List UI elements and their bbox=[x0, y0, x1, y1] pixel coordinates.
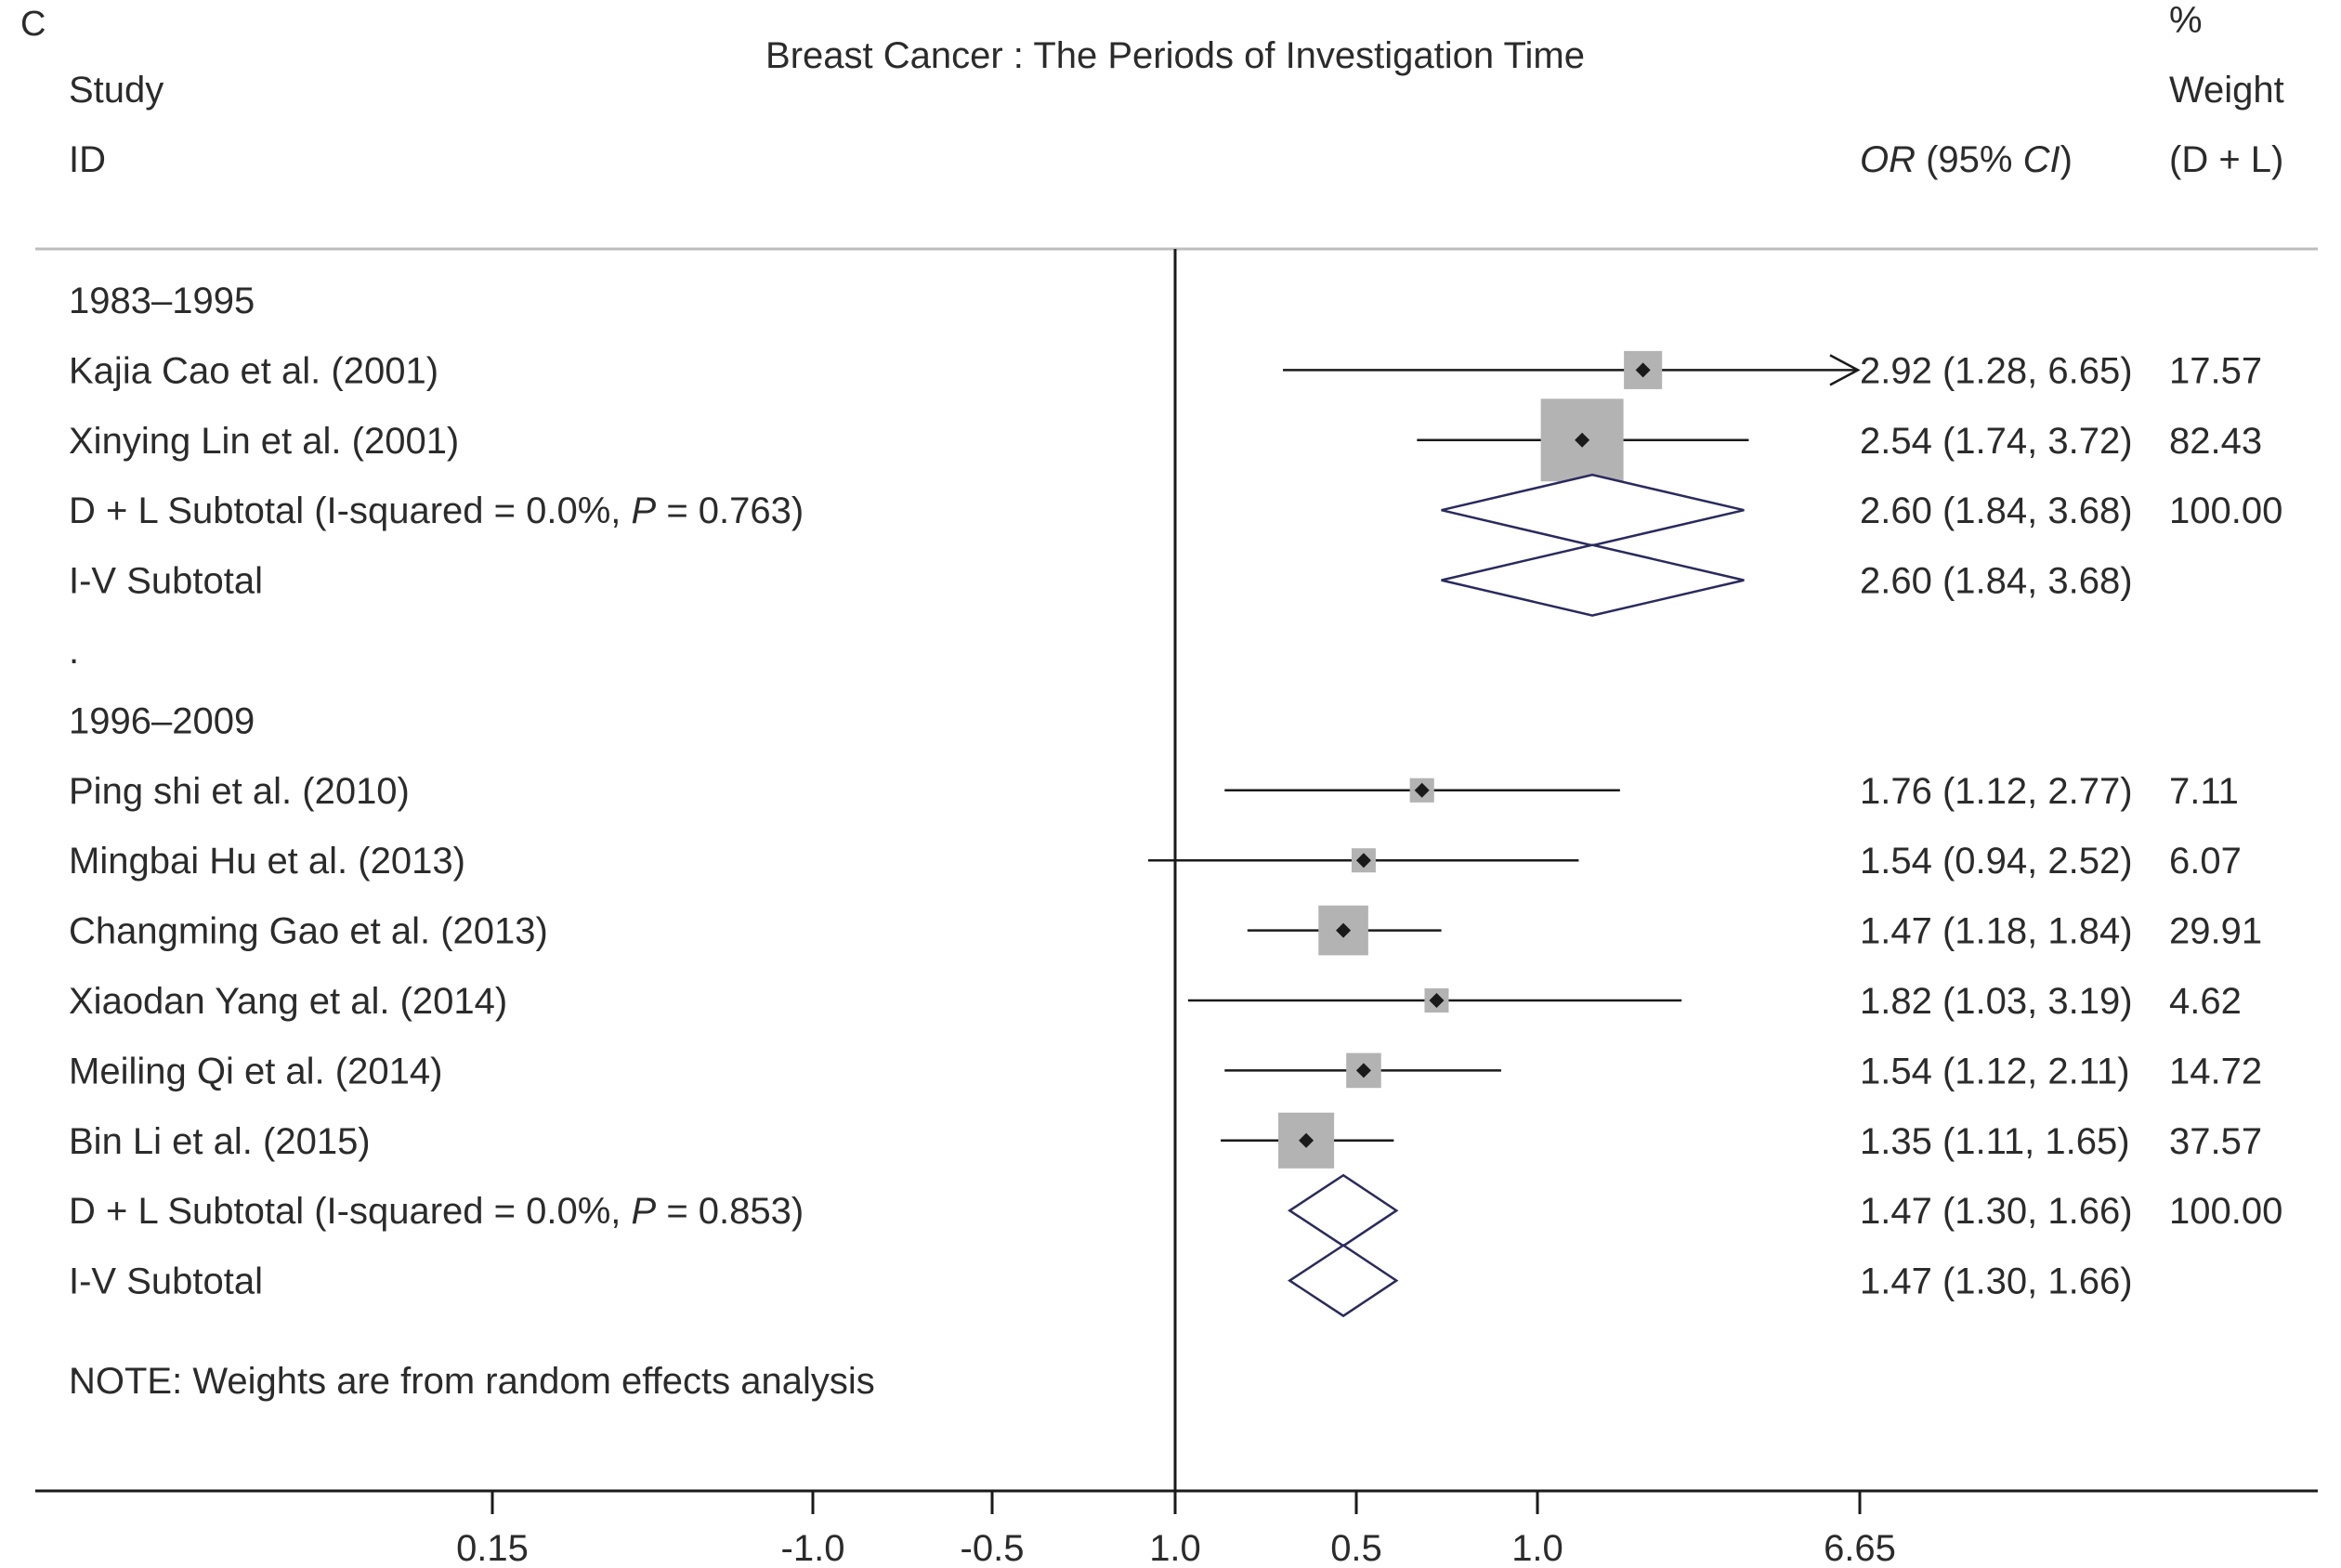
header-weight: Weight bbox=[2169, 70, 2284, 111]
weight-text: 4.62 bbox=[2169, 981, 2242, 1022]
ci-text: 1.47 (1.18, 1.84) bbox=[1860, 911, 2133, 952]
subtotal-diamond bbox=[1288, 1173, 1399, 1248]
header-or-ci: OR (95% CI) bbox=[1860, 139, 2073, 180]
study-label: Xiaodan Yang et al. (2014) bbox=[69, 981, 507, 1022]
weight-text: 17.57 bbox=[2169, 350, 2262, 391]
x-tick-label: 0.15 bbox=[456, 1528, 529, 1568]
x-tick-label: 6.65 bbox=[1824, 1528, 1896, 1568]
x-tick-label: 1.0 bbox=[1511, 1528, 1563, 1568]
point-estimate bbox=[1635, 362, 1651, 378]
rows-layer: 1983–1995 Kajia Cao et al. (2001) 2.92 (1.… bbox=[69, 281, 2282, 1383]
study-label: Meiling Qi et al. (2014) bbox=[69, 1051, 442, 1091]
header-id: ID bbox=[69, 139, 106, 180]
study-label: Kajia Cao et al. (2001) bbox=[69, 350, 438, 391]
x-tick-label: -1.0 bbox=[781, 1528, 845, 1568]
panel-label: C bbox=[20, 5, 46, 44]
ci-text: 2.54 (1.74, 3.72) bbox=[1860, 421, 2133, 462]
subtotal-diamond bbox=[1288, 1244, 1399, 1318]
group-label: 1996–2009 bbox=[69, 700, 255, 741]
weight-text: 100.00 bbox=[2169, 490, 2282, 531]
point-estimate bbox=[1429, 993, 1445, 1008]
study-label: Ping shi et al. (2010) bbox=[69, 771, 410, 812]
ci-text: 1.54 (0.94, 2.52) bbox=[1860, 841, 2133, 882]
study-label: Mingbai Hu et al. (2013) bbox=[69, 841, 465, 882]
weight-text: 82.43 bbox=[2169, 421, 2262, 462]
subtotal-label: D + L Subtotal (I-squared = 0.0%, P = 0.… bbox=[69, 490, 804, 531]
ci-text: 1.47 (1.30, 1.66) bbox=[1860, 1261, 2133, 1302]
ci-text: 1.47 (1.30, 1.66) bbox=[1860, 1191, 2133, 1232]
chart-title: Breast Cancer : The Periods of Investiga… bbox=[765, 35, 1585, 76]
point-estimate bbox=[1355, 1063, 1371, 1078]
note-text: NOTE: Weights are from random effects an… bbox=[69, 1361, 875, 1402]
group-separator: . bbox=[69, 1342, 79, 1383]
weight-text: 7.11 bbox=[2169, 771, 2239, 812]
subtotal-label: I-V Subtotal bbox=[69, 1261, 263, 1302]
x-tick-label: 1.0 bbox=[1149, 1528, 1201, 1568]
ci-text: 2.60 (1.84, 3.68) bbox=[1860, 490, 2133, 531]
ci-text: 1.76 (1.12, 2.77) bbox=[1860, 771, 2133, 812]
point-estimate bbox=[1355, 853, 1371, 869]
group-label: 1983–1995 bbox=[69, 281, 255, 321]
weight-text: 100.00 bbox=[2169, 1191, 2282, 1232]
subtotal-label: D + L Subtotal (I-squared = 0.0%, P = 0.… bbox=[69, 1191, 804, 1232]
point-estimate bbox=[1336, 922, 1352, 938]
ci-text: 1.54 (1.12, 2.11) bbox=[1860, 1051, 2130, 1091]
ci-arrow bbox=[1829, 354, 1861, 386]
weight-text: 6.07 bbox=[2169, 841, 2242, 882]
ci-text: 2.92 (1.28, 6.65) bbox=[1860, 350, 2133, 391]
header-weight-dl: (D + L) bbox=[2169, 139, 2283, 180]
weight-text: 37.57 bbox=[2169, 1121, 2262, 1162]
point-estimate bbox=[1575, 432, 1590, 448]
subtotal-label: I-V Subtotal bbox=[69, 561, 263, 602]
group-separator: . bbox=[69, 631, 79, 672]
header-weight-pct: % bbox=[2169, 0, 2203, 41]
weight-text: 29.91 bbox=[2169, 911, 2262, 952]
x-axis-ticks: 0.15 -1.0 -0.5 1.0 0.5 1.0 6.65 bbox=[456, 1491, 1896, 1568]
weight-text: 14.72 bbox=[2169, 1051, 2262, 1091]
x-tick-label: 0.5 bbox=[1330, 1528, 1382, 1568]
ci-text: 1.82 (1.03, 3.19) bbox=[1860, 981, 2133, 1022]
x-tick-label: -0.5 bbox=[961, 1528, 1025, 1568]
point-estimate bbox=[1414, 782, 1430, 798]
subtotal-diamond bbox=[1441, 473, 1745, 547]
header-study: Study bbox=[69, 70, 163, 111]
study-label: Changming Gao et al. (2013) bbox=[69, 911, 548, 952]
subtotal-diamond bbox=[1441, 543, 1745, 617]
point-estimate bbox=[1299, 1132, 1314, 1148]
study-label: Xinying Lin et al. (2001) bbox=[69, 421, 459, 462]
ci-text: 2.60 (1.84, 3.68) bbox=[1860, 561, 2133, 602]
ci-text: 1.35 (1.11, 1.65) bbox=[1860, 1121, 2130, 1162]
study-label: Bin Li et al. (2015) bbox=[69, 1121, 371, 1162]
